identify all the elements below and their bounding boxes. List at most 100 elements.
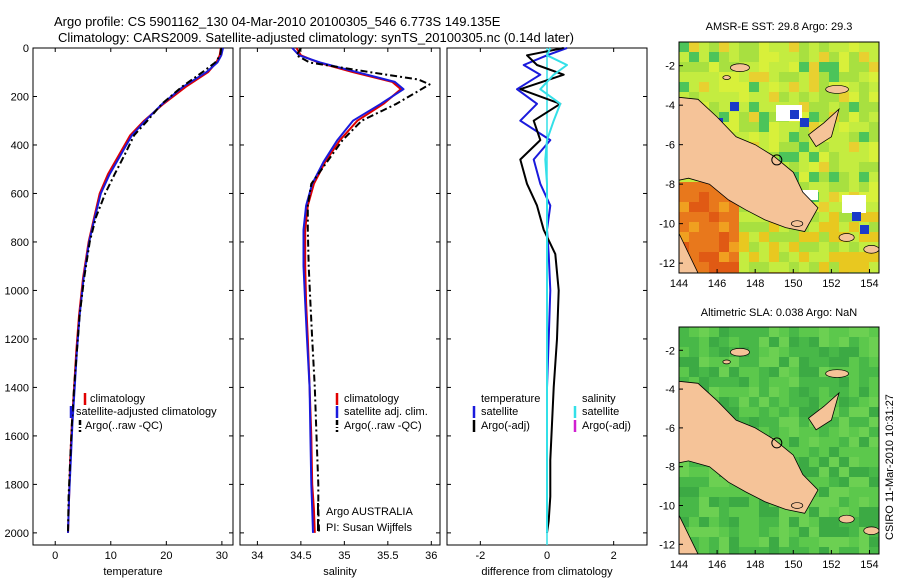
map-pixel xyxy=(739,102,749,112)
map-pixel xyxy=(719,82,729,92)
map-pixel xyxy=(709,357,719,367)
island xyxy=(838,514,855,524)
map-pixel xyxy=(679,42,689,52)
map-pixel xyxy=(709,222,719,232)
map-pixel xyxy=(729,122,739,132)
map-pixel xyxy=(789,327,799,337)
y-tick-label: 1000 xyxy=(5,285,29,297)
map-pixel xyxy=(789,437,799,447)
map-pixel xyxy=(689,367,699,377)
map-pixel xyxy=(779,507,789,517)
map-pixel xyxy=(869,62,879,72)
map-pixel xyxy=(789,387,799,397)
map-pixel xyxy=(849,152,859,162)
map-pixel xyxy=(829,357,839,367)
map-pixel xyxy=(739,407,749,417)
map-pixel xyxy=(819,202,829,212)
map-pixel xyxy=(859,122,869,132)
difference-legend: temperature salinity satellite Argo(-adj… xyxy=(472,393,631,432)
map-pixel xyxy=(769,242,779,252)
cold-pixel xyxy=(800,118,809,127)
map-pixel xyxy=(839,437,849,447)
y-tick-label: 1600 xyxy=(5,431,29,443)
map-pixel xyxy=(719,397,729,407)
map-pixel xyxy=(829,457,839,467)
map-pixel xyxy=(789,232,799,242)
map-pixel xyxy=(749,537,759,547)
map-pixel xyxy=(839,527,849,537)
land-mass xyxy=(679,380,819,514)
map-pixel xyxy=(869,347,879,357)
map-pixel xyxy=(689,517,699,527)
map-pixel xyxy=(869,497,879,507)
map-pixel xyxy=(689,337,699,347)
map-pixel xyxy=(829,467,839,477)
map-pixel xyxy=(699,477,709,487)
map-pixel xyxy=(759,387,769,397)
series-line-satellite-adjusted-climatology xyxy=(67,47,224,533)
x-tick-label: 154 xyxy=(860,278,878,290)
map-pixel xyxy=(819,92,829,102)
map-pixel xyxy=(839,497,849,507)
legend-label: Argo(..raw -QC) xyxy=(344,420,422,432)
map-pixel xyxy=(769,102,779,112)
map-pixel xyxy=(809,327,819,337)
map-pixel xyxy=(799,547,809,554)
map-pixel xyxy=(769,347,779,357)
map-pixel xyxy=(719,507,729,517)
map-pixel xyxy=(729,337,739,347)
map-pixel xyxy=(729,82,739,92)
map-pixel xyxy=(709,537,719,547)
map-pixel xyxy=(749,367,759,377)
map-pixel xyxy=(869,427,879,437)
map-pixel xyxy=(839,142,849,152)
map-pixel xyxy=(849,537,859,547)
map-pixel xyxy=(809,262,819,272)
map-pixel xyxy=(819,52,829,62)
y-tick-label: -4 xyxy=(665,384,675,396)
map-pixel xyxy=(799,162,809,172)
map-pixel xyxy=(769,377,779,387)
map-pixel xyxy=(729,527,739,537)
map-pixel xyxy=(829,132,839,142)
map-pixel xyxy=(829,212,839,222)
map-pixel xyxy=(799,377,809,387)
map-pixel xyxy=(849,417,859,427)
map-pixel xyxy=(699,527,709,537)
figure-title-line2: Climatology: CARS2009. Satellite-adjuste… xyxy=(58,30,574,45)
map-pixel xyxy=(859,232,869,242)
map-pixel xyxy=(789,52,799,62)
map-pixel xyxy=(869,152,879,162)
map-pixel xyxy=(859,337,869,347)
map-pixel xyxy=(689,377,699,387)
map-pixel xyxy=(829,497,839,507)
y-tick-label: 200 xyxy=(11,91,29,103)
map-pixel xyxy=(719,337,729,347)
map-pixel xyxy=(769,397,779,407)
map-pixel xyxy=(709,467,719,477)
map-pixel xyxy=(859,347,869,357)
map-pixel xyxy=(699,192,709,202)
map-pixel xyxy=(799,152,809,162)
x-tick-label: 154 xyxy=(860,559,878,571)
map-pixel xyxy=(689,347,699,357)
map-pixel xyxy=(789,377,799,387)
map-pixel xyxy=(719,527,729,537)
map-pixel xyxy=(849,42,859,52)
map-pixel xyxy=(819,142,829,152)
map-pixel xyxy=(829,42,839,52)
map-pixel xyxy=(699,42,709,52)
y-tick-label: -6 xyxy=(665,140,675,152)
map-pixel xyxy=(709,252,719,262)
map-pixel xyxy=(759,52,769,62)
map-pixel xyxy=(839,242,849,252)
salinity-legend: climatology satellite adj. clim. Argo(..… xyxy=(317,393,428,534)
map-pixel xyxy=(799,142,809,152)
map-pixel xyxy=(679,92,689,102)
map-pixel xyxy=(839,327,849,337)
x-axis-label: difference from climatology xyxy=(481,566,613,578)
map-pixel xyxy=(719,367,729,377)
map-pixel xyxy=(799,407,809,417)
map-pixel xyxy=(859,72,869,82)
